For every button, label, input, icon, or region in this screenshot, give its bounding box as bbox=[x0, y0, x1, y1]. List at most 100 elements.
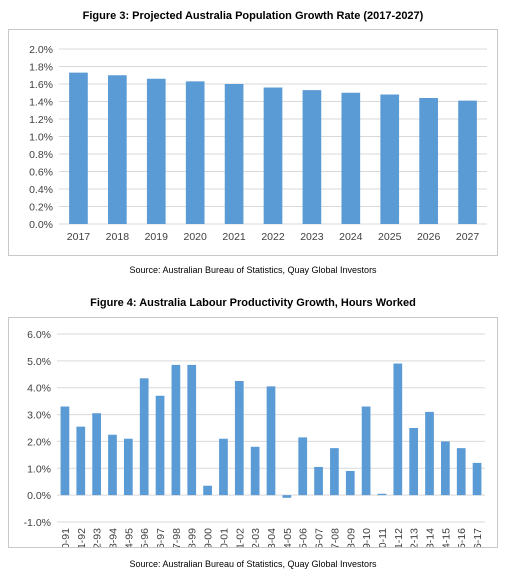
y-tick-label: 1.6% bbox=[29, 79, 53, 91]
x-tick-label: 2027 bbox=[456, 231, 480, 243]
x-tick-label: 2023 bbox=[300, 231, 324, 243]
x-tick-label: 2013-14 bbox=[425, 528, 437, 547]
x-tick-label: 1991-92 bbox=[76, 528, 88, 547]
bar bbox=[187, 364, 197, 496]
figure-4-chart: -1.0% 0.0% 1.0% 2.0% 3.0% 4.0% 5.0% 6.0% 1990-91… bbox=[8, 317, 498, 567]
figure-4-plot: -1.0% 0.0% 1.0% 2.0% 3.0% 4.0% 5.0% 6.0% 1990-91… bbox=[24, 329, 485, 567]
y-tick-label: 1.0% bbox=[29, 132, 53, 144]
bar bbox=[155, 395, 165, 496]
x-tick-label: 1998-99 bbox=[187, 528, 199, 547]
bar bbox=[393, 363, 403, 496]
bar bbox=[146, 78, 166, 224]
bar bbox=[458, 100, 477, 224]
y-tick-label: 0.6% bbox=[29, 167, 53, 179]
y-tick-label: 1.4% bbox=[29, 97, 53, 109]
x-tick-label: 2015-16 bbox=[456, 528, 468, 547]
x-tick-label: 2016-17 bbox=[472, 528, 484, 547]
x-tick-label: 2008-09 bbox=[345, 528, 357, 547]
x-tick-label: 2014-15 bbox=[440, 528, 452, 547]
bar bbox=[203, 485, 212, 496]
x-tick-label: 2010-11 bbox=[377, 528, 389, 547]
x-tick-label: 2000-01 bbox=[218, 528, 230, 547]
y-tick-label: 4.0% bbox=[27, 383, 51, 395]
y-tick-label: 1.8% bbox=[29, 62, 53, 74]
x-tick-label: 2001-02 bbox=[234, 528, 246, 547]
bar bbox=[108, 75, 127, 224]
x-tick-label: 1996-97 bbox=[155, 528, 167, 547]
bar bbox=[76, 426, 86, 496]
x-tick-label: 2025 bbox=[378, 231, 402, 243]
x-tick-label: 2005-06 bbox=[298, 528, 310, 547]
x-tick-label: 2018 bbox=[106, 231, 130, 243]
y-tick-label: 2.0% bbox=[29, 44, 53, 56]
bar bbox=[139, 378, 149, 496]
figure-4-title: Figure 4: Australia Labour Productivity … bbox=[90, 297, 416, 309]
x-tick-label: 2006-07 bbox=[314, 528, 326, 547]
x-tick-label: 1993-94 bbox=[107, 528, 119, 547]
y-tick-label: 1.0% bbox=[27, 463, 51, 475]
x-tick-label: 1997-98 bbox=[171, 528, 183, 547]
bar bbox=[123, 438, 133, 496]
bar bbox=[419, 98, 438, 224]
bar bbox=[171, 364, 181, 496]
x-tick-label: 2024 bbox=[339, 231, 363, 243]
y-tick-label: 6.0% bbox=[27, 329, 51, 341]
bar bbox=[185, 81, 205, 224]
bar bbox=[380, 94, 400, 224]
y-tick-label: 0.2% bbox=[29, 202, 53, 214]
bar bbox=[377, 493, 387, 496]
bar bbox=[409, 428, 419, 496]
x-tick-label: 1994-95 bbox=[123, 528, 135, 547]
bar bbox=[425, 411, 434, 496]
figure-4-source: Source: Australian Bureau of Statistics,… bbox=[129, 559, 377, 569]
y-tick-label: 0.0% bbox=[27, 490, 51, 502]
x-tick-label: 2004-05 bbox=[282, 528, 294, 547]
y-tick-label: 0.8% bbox=[29, 149, 53, 161]
x-tick-label: 2021 bbox=[222, 231, 246, 243]
x-tick-label: 2026 bbox=[417, 231, 441, 243]
y-tick-label: 2.0% bbox=[27, 436, 51, 448]
bar bbox=[345, 470, 355, 496]
x-tick-label: 1995-96 bbox=[139, 528, 151, 547]
bar bbox=[302, 90, 322, 224]
bar bbox=[456, 448, 466, 496]
x-tick-label: 2007-08 bbox=[329, 528, 341, 547]
bar bbox=[330, 448, 339, 496]
x-tick-label: 2020 bbox=[184, 231, 208, 243]
bar bbox=[92, 413, 101, 496]
bar bbox=[219, 438, 228, 496]
y-tick-label: 0.0% bbox=[29, 219, 53, 231]
x-tick-label: 2011-12 bbox=[393, 528, 405, 547]
x-tick-label: 2003-04 bbox=[266, 528, 278, 547]
figure-3-source: Source: Australian Bureau of Statistics,… bbox=[129, 265, 377, 275]
bar bbox=[361, 406, 371, 496]
y-tick-label: 3.0% bbox=[27, 410, 51, 422]
x-tick-label: 1999-00 bbox=[203, 528, 215, 547]
bar bbox=[60, 406, 70, 496]
bar bbox=[472, 462, 482, 496]
bar bbox=[263, 87, 283, 224]
x-tick-label: 2002-03 bbox=[250, 528, 262, 547]
x-tick-label: 2019 bbox=[145, 231, 169, 243]
x-tick-label: 1992-93 bbox=[92, 528, 104, 547]
x-tick-label: 2017 bbox=[67, 231, 91, 243]
x-tick-label: 2022 bbox=[261, 231, 285, 243]
bar bbox=[234, 381, 244, 496]
x-tick-label: 2012-13 bbox=[409, 528, 421, 547]
bar bbox=[314, 466, 323, 496]
bar bbox=[298, 437, 308, 496]
bar bbox=[69, 72, 88, 224]
figure-3-chart: 0.0% 0.2% 0.4% 0.6% 0.8% 1.0% 1.2% 1.4% 1.6% 1.8%… bbox=[8, 29, 498, 256]
x-tick-label: 1990-91 bbox=[60, 528, 72, 547]
bar bbox=[250, 446, 260, 496]
figure-3-plot: 0.0% 0.2% 0.4% 0.6% 0.8% 1.0% 1.2% 1.4% 1.6% 1.8%… bbox=[29, 44, 487, 243]
bar bbox=[341, 92, 361, 224]
y-tick-label: 5.0% bbox=[27, 356, 51, 368]
x-tick-label: 2009-10 bbox=[361, 528, 373, 547]
y-tick-label: 1.2% bbox=[29, 114, 53, 126]
bar bbox=[266, 386, 276, 496]
figure-3-title: Figure 3: Projected Australia Population… bbox=[82, 10, 424, 22]
bar bbox=[282, 495, 292, 498]
y-tick-label: -1.0% bbox=[24, 517, 51, 529]
bar bbox=[224, 84, 244, 224]
